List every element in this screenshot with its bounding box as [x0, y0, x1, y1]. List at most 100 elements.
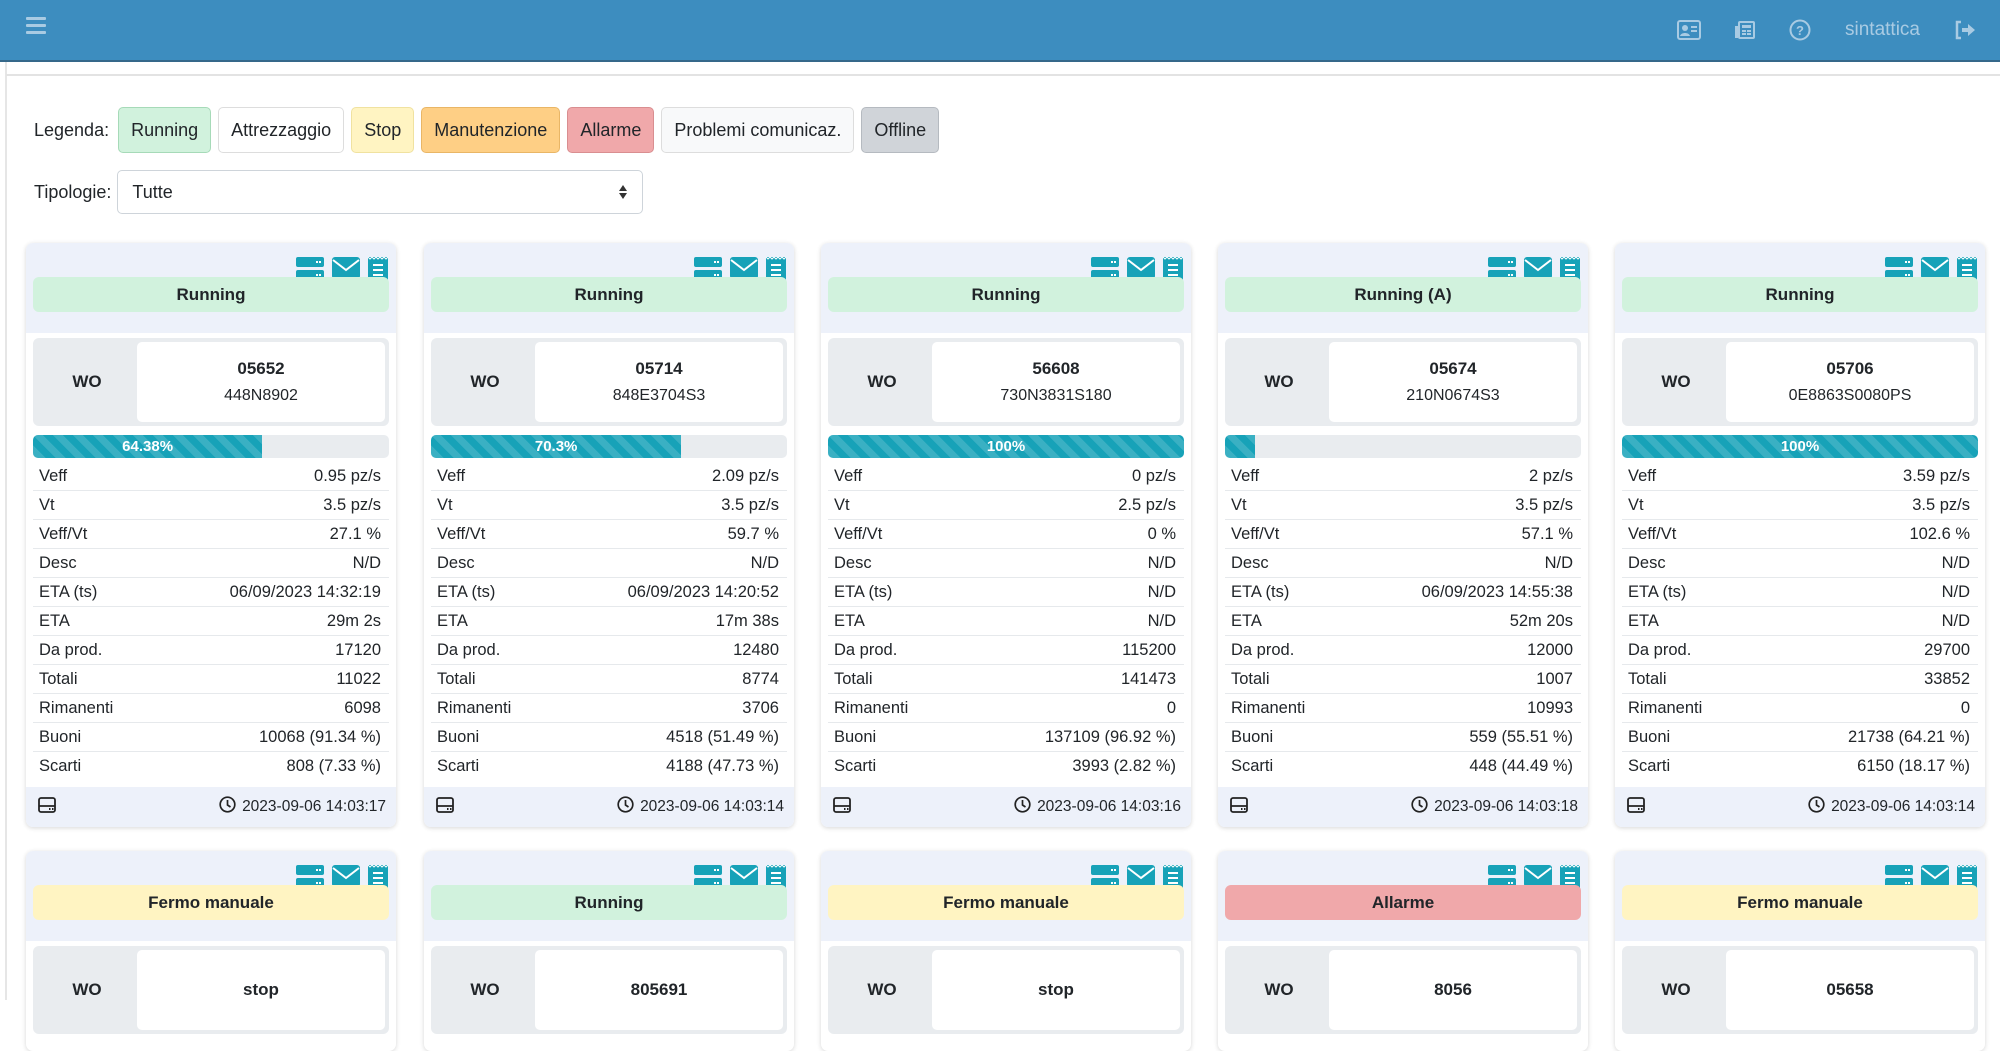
stat-value: 57.1 % — [1522, 525, 1573, 544]
timestamp: 2023-09-06 14:03:18 — [1411, 796, 1578, 818]
stat-label: Scarti — [39, 757, 81, 776]
stat-value: N/D — [353, 554, 381, 573]
legend-running[interactable]: Running — [118, 107, 211, 153]
legend-allarme[interactable]: Allarme — [567, 107, 654, 153]
newspaper-icon[interactable] — [1735, 21, 1755, 39]
timestamp: 2023-09-06 14:03:14 — [1808, 796, 1975, 818]
timestamp-value: 2023-09-06 14:03:14 — [1831, 798, 1975, 816]
stat-value: 0 pz/s — [1132, 467, 1176, 486]
progress-bar — [1225, 435, 1581, 458]
stat-label: Scarti — [1628, 757, 1670, 776]
timestamp: 2023-09-06 14:03:16 — [1014, 796, 1181, 818]
stats-row: ETA (ts)06/09/2023 14:55:38 — [1225, 578, 1581, 607]
legend-offline[interactable]: Offline — [861, 107, 939, 153]
hdd-icon[interactable] — [38, 797, 56, 818]
tipologie-filter: Tipologie: Tutte — [34, 170, 643, 214]
stat-label: Totali — [1231, 670, 1270, 689]
stat-value: 8774 — [742, 670, 779, 689]
username[interactable]: sintattica — [1845, 19, 1920, 41]
legend-manutenzione[interactable]: Manutenzione — [421, 107, 560, 153]
stat-label: Vt — [1628, 496, 1644, 515]
clock-icon — [1014, 796, 1031, 818]
menu-icon[interactable] — [26, 17, 46, 35]
stat-label: ETA — [437, 612, 468, 631]
hdd-icon[interactable] — [1230, 797, 1248, 818]
card-header: Fermo manuale — [26, 851, 396, 941]
hdd-icon[interactable] — [1627, 797, 1645, 818]
hdd-icon[interactable] — [436, 797, 454, 818]
stats-row: Da prod.12480 — [431, 636, 787, 665]
status-badge: Running — [431, 277, 787, 312]
stat-label: Totali — [1628, 670, 1667, 689]
stat-value: 559 (55.51 %) — [1469, 728, 1573, 747]
legend-label: Legenda: — [34, 120, 109, 141]
stat-value: N/D — [1148, 583, 1176, 602]
wo-number: 8056 — [1434, 980, 1472, 1000]
wo-value: stop — [137, 950, 385, 1030]
stat-value: 11022 — [336, 670, 381, 689]
wo-value: 805691 — [535, 950, 783, 1030]
stats-row: Da prod.17120 — [33, 636, 389, 665]
stat-value: 52m 20s — [1510, 612, 1573, 631]
progress-bar: 64.38% — [33, 435, 389, 458]
status-badge: Fermo manuale — [1622, 885, 1978, 920]
legend-attrezzaggio[interactable]: Attrezzaggio — [218, 107, 344, 153]
stat-label: ETA — [39, 612, 70, 631]
help-icon[interactable]: ? — [1789, 19, 1811, 41]
stat-label: Scarti — [1231, 757, 1273, 776]
stat-value: N/D — [751, 554, 779, 573]
stat-value: 115200 — [1122, 641, 1176, 660]
stat-value: 6098 — [344, 699, 381, 718]
tipologie-select[interactable]: Tutte — [117, 170, 643, 214]
stat-label: Buoni — [39, 728, 81, 747]
wo-label: WO — [435, 950, 535, 1030]
stat-value: 27.1 % — [330, 525, 381, 544]
wo-label: WO — [832, 342, 932, 422]
stat-value: 1007 — [1536, 670, 1573, 689]
stat-label: ETA (ts) — [1628, 583, 1686, 602]
stat-value: 10993 — [1527, 699, 1573, 718]
stats-row: Totali 1007 — [1225, 665, 1581, 694]
stat-value: 3.5 pz/s — [323, 496, 381, 515]
legend-problemi-comunicaz[interactable]: Problemi comunicaz. — [661, 107, 854, 153]
stat-value: 102.6 % — [1909, 525, 1970, 544]
card-header: Running — [424, 851, 794, 941]
progress-fill: 100% — [828, 435, 1184, 458]
stat-label: Veff/Vt — [437, 525, 485, 544]
legend-stop[interactable]: Stop — [351, 107, 414, 153]
top-navbar: ? sintattica — [0, 0, 2000, 62]
stat-label: Desc — [1231, 554, 1269, 573]
stat-label: Da prod. — [437, 641, 500, 660]
id-card-icon[interactable] — [1677, 20, 1701, 40]
stat-value: 17120 — [335, 641, 381, 660]
hdd-icon[interactable] — [833, 797, 851, 818]
stat-label: Veff — [1628, 467, 1656, 486]
status-badge: Running — [431, 885, 787, 920]
logout-icon[interactable] — [1954, 20, 1976, 40]
wo-value: 05658 — [1726, 950, 1974, 1030]
clock-icon — [219, 796, 236, 818]
